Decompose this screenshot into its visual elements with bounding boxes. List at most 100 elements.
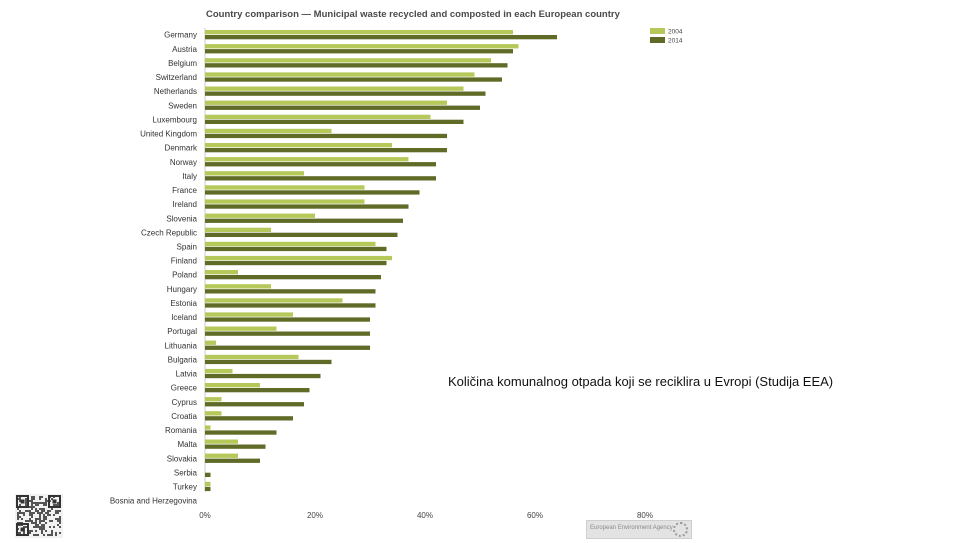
bar-2004 [205,30,513,35]
bar-2004 [205,157,409,162]
bar-2014 [205,260,387,266]
category-label: Italy [182,172,197,181]
category-label: Norway [170,158,197,167]
bar-2004 [205,340,216,345]
bar-2004 [205,298,343,303]
bars-group [205,30,557,492]
bar-2014 [205,148,447,153]
eea-logo-mark-icon [673,522,688,537]
bar-2014 [205,317,370,322]
bar-2014 [205,91,486,96]
bar-2014 [205,190,420,195]
x-tick-label: 0% [199,511,211,520]
bar-2014 [205,303,376,308]
category-label: Germany [164,31,197,40]
bar-2004 [205,143,392,148]
bar-2004 [205,128,332,134]
bar-2004 [205,213,315,218]
legend-label: 2004 [668,29,683,36]
x-tick-label: 20% [307,511,323,520]
category-label: Poland [172,271,197,280]
bar-2004 [205,312,293,317]
qr-code-icon [15,494,63,538]
bar-2014 [205,119,464,124]
x-tick-label: 80% [637,511,653,520]
bar-2014 [205,458,260,463]
slide-caption: Količina komunalnog otpada koji se recik… [448,374,834,389]
legend-swatch-2014 [650,37,665,43]
bar-2004 [205,72,475,77]
bar-2014 [205,176,436,181]
x-axis-ticks: 0% 20% 40% 60% 80% [199,511,653,520]
bar-2014 [205,388,310,393]
bar-2004 [205,326,277,331]
bar-2004 [205,241,376,247]
bar-2004 [205,171,304,176]
bar-2014 [205,133,447,139]
category-label: Lithuania [165,341,198,350]
bar-2004 [205,354,299,360]
x-tick-label: 40% [417,511,433,520]
bar-2014 [205,402,304,407]
category-label: Spain [177,243,197,252]
category-label: Romania [165,426,198,435]
bar-2014 [205,472,211,477]
bar-2014 [205,77,502,82]
bar-2004 [205,368,233,374]
bar-2004 [205,425,211,430]
bar-2004 [205,481,211,487]
bar-2004 [205,439,238,444]
category-label: Malta [177,440,197,449]
bar-2004 [205,411,222,416]
bar-2014 [205,35,557,40]
legend: 2004 2014 [650,28,683,45]
bar-2014 [205,373,321,379]
category-label: Serbia [174,468,198,477]
category-label: Croatia [171,412,197,421]
bar-2014 [205,430,277,435]
category-label: Latvia [176,370,198,379]
category-label: Finland [171,257,197,266]
bar-2004 [205,397,222,402]
qr-code-pattern [16,495,61,536]
category-label: Czech Republic [141,228,197,237]
bar-2014 [205,218,403,223]
bar-2004 [205,199,365,204]
category-label: Bosnia and Herzegovina [110,497,198,506]
bar-2004 [205,100,447,105]
category-label: Iceland [171,313,197,322]
bar-2004 [205,255,392,261]
bar-2014 [205,416,293,421]
chart-title: Country comparison — Municipal waste rec… [206,9,621,20]
bar-2014 [205,105,480,110]
bar-2004 [205,227,271,232]
category-label: Ireland [173,200,197,209]
bar-2014 [205,232,398,237]
category-label: Belgium [168,59,197,68]
bar-2014 [205,204,409,209]
bar-2014 [205,49,513,54]
bar-2004 [205,453,238,458]
eea-logo: European Environment Agency [586,520,692,539]
category-label: Luxembourg [153,115,197,124]
category-label: Sweden [168,101,197,110]
category-label: Austria [172,45,197,54]
bar-2014 [205,444,266,449]
category-label: Denmark [165,144,198,153]
bar-2004 [205,114,431,119]
x-tick-label: 60% [527,511,543,520]
legend-label: 2014 [668,38,683,45]
bar-2004 [205,284,271,289]
category-label: Cyprus [172,398,197,407]
bar-2014 [205,162,436,167]
category-label: Switzerland [156,73,197,82]
category-label: Hungary [167,285,197,294]
bar-2014 [205,289,376,294]
category-label: France [172,186,197,195]
category-labels: Germany Austria Belgium Switzerland Netherla… [110,31,198,506]
bar-2004 [205,270,238,275]
bar-2004 [205,44,519,49]
bar-2014 [205,486,211,492]
bar-2014 [205,246,387,252]
category-label: Bulgaria [168,356,198,365]
